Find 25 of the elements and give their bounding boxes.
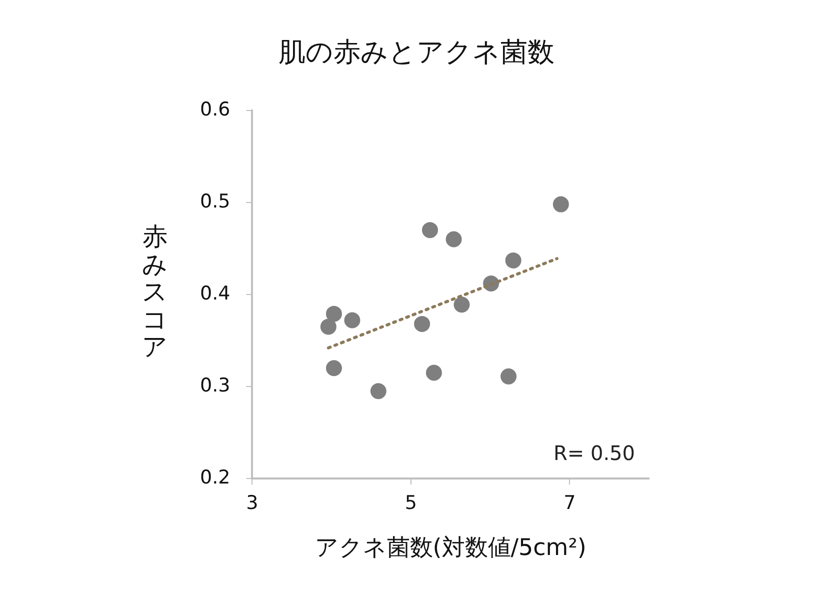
point xyxy=(326,360,342,376)
point xyxy=(426,364,442,381)
y-tick-label: 0.4 xyxy=(200,282,230,304)
point xyxy=(454,296,470,313)
x-axis-title: アクネ菌数(対数値/5cm²) xyxy=(314,535,586,562)
point xyxy=(320,318,336,335)
point xyxy=(344,312,360,328)
point xyxy=(414,316,430,332)
chart-title: 肌の赤みとアクネ菌数 xyxy=(278,37,554,68)
point xyxy=(552,196,569,212)
y-tick-label: 0.3 xyxy=(200,374,230,396)
x-tick-label: 3 xyxy=(246,492,258,514)
x-tick-label: 5 xyxy=(404,492,417,514)
y-tick-label: 0.6 xyxy=(200,98,230,120)
y-tick-label: 0.5 xyxy=(200,190,230,212)
point xyxy=(500,368,517,384)
annotation: R= 0.50 xyxy=(553,440,635,465)
point xyxy=(422,222,438,238)
point xyxy=(326,306,342,322)
y-axis-title: 赤みスコア xyxy=(141,222,169,361)
x-tick-label: 7 xyxy=(564,492,576,514)
y-tick-label: 0.2 xyxy=(200,466,230,489)
point xyxy=(505,252,522,268)
point xyxy=(446,231,462,248)
point xyxy=(370,383,386,400)
